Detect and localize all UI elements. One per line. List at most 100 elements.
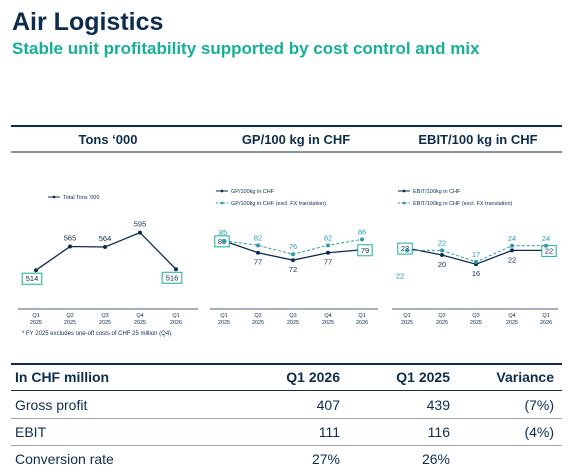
data-label: 23: [401, 244, 409, 253]
x-tick-label: 2025: [64, 320, 76, 326]
data-point: [256, 243, 260, 248]
x-tick-label: 2025: [30, 320, 42, 326]
table-cell: Gross profit: [15, 397, 88, 413]
page-title: Air Logistics: [12, 8, 164, 36]
x-tick-label: Q4: [136, 313, 143, 319]
data-label: 76: [289, 242, 297, 251]
data-point: [440, 248, 444, 253]
table-cell: 407: [316, 397, 340, 413]
x-tick-label: 2025: [218, 320, 230, 326]
chart-title: GP/100 kg in CHF: [242, 132, 350, 147]
data-point: [291, 252, 295, 257]
x-tick-label: Q3: [289, 313, 296, 319]
x-tick-label: Q3: [472, 313, 479, 319]
data-point: [510, 248, 514, 253]
page-subtitle: Stable unit profitability supported by c…: [12, 39, 480, 58]
data-point: [510, 243, 514, 248]
table-top-divider: [11, 363, 562, 365]
x-tick-label: 2025: [252, 320, 264, 326]
x-tick-label: Q2: [438, 313, 445, 319]
x-tick-label: 2026: [170, 320, 182, 326]
charts-panel: Tons ‘000Q12025Q22025Q32025Q42025Q12026T…: [11, 132, 562, 326]
data-point: [34, 268, 38, 273]
table-cell: 27%: [311, 451, 340, 467]
x-tick-label: 2025: [470, 320, 482, 326]
data-point: [174, 267, 178, 272]
legend-label: GP/100kg in CHF: [231, 189, 275, 195]
data-label: 22: [545, 246, 553, 255]
chart-title: EBIT/100 kg in CHF: [418, 132, 537, 147]
table-row: EBIT 111 116 (4%): [11, 419, 562, 445]
data-point: [222, 238, 226, 243]
legend-marker: [220, 189, 224, 193]
table-cell: EBIT: [15, 424, 47, 440]
data-label: 24: [542, 234, 550, 243]
data-point: [291, 258, 295, 263]
table-cell: 439: [426, 397, 450, 413]
data-label: 20: [438, 260, 446, 269]
data-label: 22: [508, 255, 516, 264]
data-point: [474, 259, 478, 264]
data-label-box: [357, 244, 373, 257]
data-label: 16: [472, 269, 480, 278]
data-point: [326, 243, 330, 248]
data-label: 595: [134, 220, 147, 229]
table-cell: 26%: [421, 451, 450, 467]
x-tick-label: 2025: [436, 320, 448, 326]
data-point: [360, 237, 364, 242]
legend-marker: [220, 201, 224, 205]
table-header-cell: Q1 2025: [396, 369, 450, 385]
legend-label: GP/100kg in CHF (excl. FX translation): [231, 201, 326, 207]
x-tick-label: Q1: [542, 313, 549, 319]
data-point: [440, 253, 444, 257]
data-label: 86: [358, 227, 366, 236]
legend-marker: [52, 195, 56, 199]
data-label-box: [21, 272, 43, 285]
legend-label: EBIT/100kg in CHF: [413, 189, 461, 195]
data-label: 22: [438, 238, 446, 247]
data-label: 82: [254, 233, 262, 242]
x-tick-label: Q4: [324, 313, 331, 319]
data-label: 82: [324, 233, 332, 242]
x-tick-label: Q2: [254, 313, 261, 319]
data-label: 22: [396, 271, 404, 280]
data-label-box: [161, 271, 183, 284]
x-tick-label: Q1: [358, 313, 365, 319]
x-tick-label: Q3: [101, 313, 108, 319]
table-cell: (4%): [524, 424, 554, 440]
data-label: 85: [219, 228, 227, 237]
table-divider: [11, 418, 562, 419]
data-point: [103, 245, 107, 249]
x-tick-label: Q4: [508, 313, 515, 319]
table-cell: 111: [318, 424, 340, 440]
data-point: [138, 230, 142, 235]
table-header-cell: Q1 2026: [286, 369, 340, 385]
table-divider: [11, 445, 562, 446]
table-divider: [11, 390, 562, 391]
data-label: 72: [289, 265, 297, 274]
table-cell: 116: [427, 424, 450, 440]
table-cell: (7%): [524, 397, 554, 413]
x-tick-label: 2025: [287, 320, 299, 326]
data-label: 565: [64, 234, 77, 243]
x-tick-label: Q1: [172, 313, 179, 319]
data-label: 77: [254, 258, 262, 267]
legend-marker: [402, 201, 406, 205]
data-label: 564: [99, 234, 112, 243]
data-label-box: [541, 244, 557, 257]
top-divider: [11, 125, 562, 127]
table-header-row: In CHF million Q1 2026 Q1 2025 Variance: [11, 364, 562, 390]
legend-label: EBIT/100kg in CHF (excl. FX translation): [413, 201, 513, 207]
table-header-cell: Variance: [496, 369, 554, 385]
x-tick-label: 2025: [322, 320, 334, 326]
x-tick-label: 2025: [506, 320, 518, 326]
data-label: 77: [324, 258, 332, 267]
data-point: [405, 248, 409, 253]
data-point: [544, 243, 548, 248]
data-label: 79: [361, 246, 369, 255]
x-tick-label: Q1: [32, 313, 39, 319]
table-row: Conversion rate 27% 26%: [11, 446, 562, 472]
x-tick-label: 2026: [540, 320, 552, 326]
data-label: 85: [218, 237, 226, 246]
